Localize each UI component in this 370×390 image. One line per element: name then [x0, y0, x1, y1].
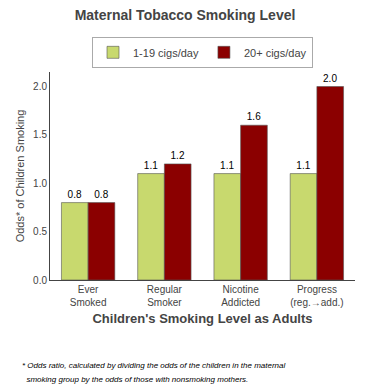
svg-text:1.1: 1.1 [144, 160, 158, 171]
svg-text:* Odds ratio, calculated by di: * Odds ratio, calculated by dividing the… [22, 361, 285, 370]
svg-text:EverSmoked: EverSmoked [70, 284, 107, 308]
svg-text:0.8: 0.8 [68, 189, 82, 200]
svg-text:2.0: 2.0 [33, 81, 47, 92]
svg-text:Maternal Tobacco Smoking Level: Maternal Tobacco Smoking Level [75, 7, 296, 23]
svg-text:1.1: 1.1 [220, 160, 234, 171]
svg-text:RegularSmoker: RegularSmoker [147, 284, 183, 308]
svg-text:Odds* of Children Smoking: Odds* of Children Smoking [14, 110, 26, 243]
svg-text:20+ cigs/day: 20+ cigs/day [244, 47, 307, 59]
svg-text:0.8: 0.8 [94, 189, 108, 200]
svg-text:1-19 cigs/day: 1-19 cigs/day [133, 47, 199, 59]
svg-text:1.6: 1.6 [247, 111, 261, 122]
svg-text:1.5: 1.5 [33, 129, 47, 140]
svg-text:smoking group by the odds of t: smoking group by the odds of those with … [22, 375, 248, 384]
svg-text:2.0: 2.0 [323, 73, 337, 84]
svg-text:1.1: 1.1 [296, 160, 310, 171]
svg-text:NicotineAddicted: NicotineAddicted [221, 284, 260, 308]
svg-text:0.5: 0.5 [33, 226, 47, 237]
svg-text:Children's Smoking Level as Ad: Children's Smoking Level as Adults [92, 311, 312, 326]
svg-text:0.0: 0.0 [33, 275, 47, 286]
svg-text:Progress(reg.→add.): Progress(reg.→add.) [290, 284, 343, 308]
svg-text:1.2: 1.2 [171, 150, 185, 161]
svg-text:1.0: 1.0 [33, 178, 47, 189]
